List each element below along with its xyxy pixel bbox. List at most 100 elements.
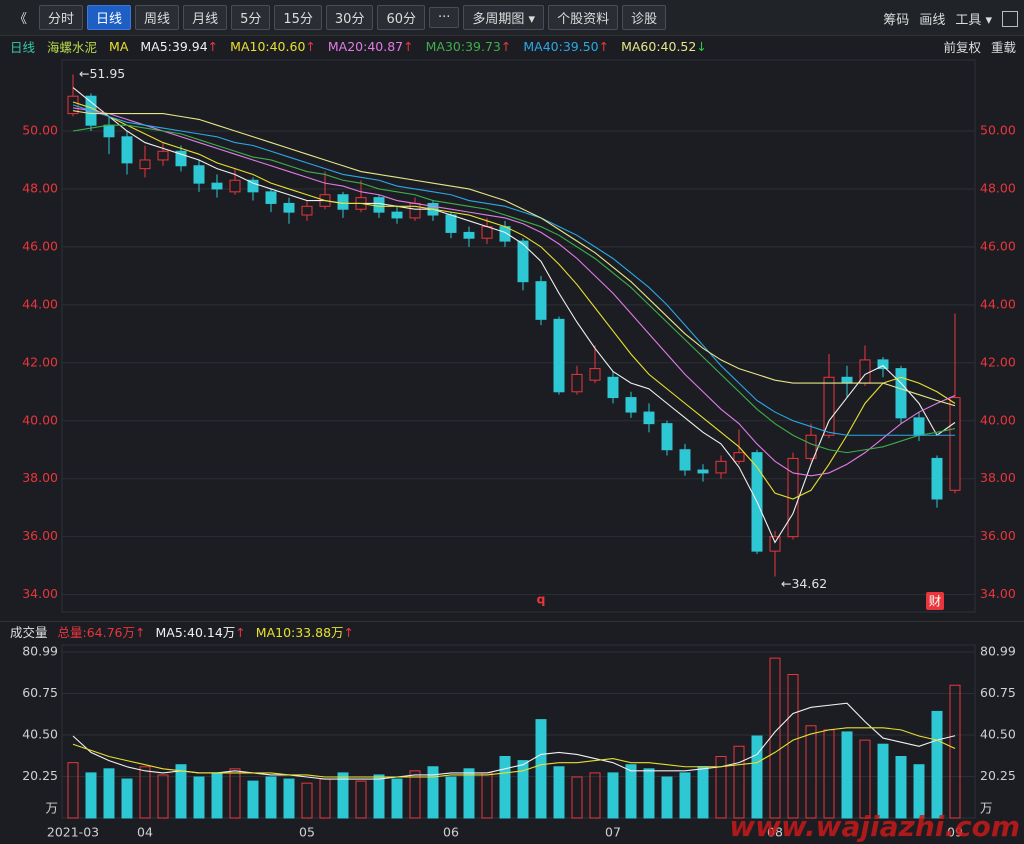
- candle-body: [265, 191, 277, 204]
- y-tick-label-right: 34.00: [980, 586, 1016, 601]
- volume-bar: [283, 778, 295, 819]
- ma-line: [72, 702, 956, 780]
- volume-bar: [553, 766, 565, 819]
- volume-bar: [463, 768, 475, 819]
- volume-bar: [949, 684, 961, 819]
- volume-bar: [301, 782, 313, 819]
- y-tick-label: 40.50: [22, 726, 58, 741]
- candle-body: [193, 165, 205, 184]
- candle-body: [769, 536, 781, 552]
- candle-body: [391, 211, 403, 219]
- y-tick-label: 80.99: [22, 643, 58, 658]
- candle-body: [535, 281, 547, 320]
- option-button[interactable]: 重载: [990, 39, 1016, 55]
- close-icon[interactable]: [1002, 10, 1018, 27]
- period-button[interactable]: 诊股: [622, 5, 667, 30]
- period-button[interactable]: 日线: [87, 5, 132, 30]
- period-button[interactable]: 15分: [274, 5, 322, 30]
- volume-bar: [931, 710, 943, 819]
- legend-text: MA40:39.50: [523, 38, 599, 54]
- volume-bar: [103, 768, 115, 819]
- legend-trend: ↓: [696, 38, 707, 54]
- candle-body: [661, 423, 673, 451]
- volume-bar: [589, 772, 601, 819]
- candle-body: [697, 469, 709, 474]
- legend-text: MA5:39.94: [140, 38, 208, 54]
- period-button[interactable]: 多周期图 ▾: [463, 5, 545, 30]
- x-tick-label: 09: [947, 825, 963, 840]
- volume-bar: [481, 772, 493, 819]
- y-tick-label-right: 50.00: [980, 122, 1016, 137]
- period-button[interactable]: 个股资料: [548, 5, 619, 30]
- period-button[interactable]: 30分: [325, 5, 374, 30]
- volume-bar: [67, 762, 79, 819]
- volume-bar: [841, 731, 853, 819]
- ma-line: [72, 104, 955, 436]
- candle-body: [841, 376, 853, 384]
- volume-bar: [661, 776, 673, 819]
- legend-text: MA30:39.73: [425, 38, 501, 54]
- tool-button[interactable]: 筹码: [883, 13, 910, 28]
- legend-trend: ↑: [207, 38, 219, 54]
- candle-body: [409, 202, 421, 219]
- volume-bar: [769, 657, 781, 819]
- y-tick-label-right: 48.00: [980, 180, 1016, 195]
- candle-body: [229, 179, 241, 193]
- y-tick-label-right: 60.75: [980, 685, 1016, 700]
- y-tick-label-right: 20.25: [980, 768, 1016, 783]
- period-button[interactable]: 60分: [377, 5, 425, 30]
- x-tick-label: 06: [443, 825, 459, 840]
- y-tick-label-right: 80.99: [980, 643, 1016, 658]
- candle-body: [121, 136, 133, 164]
- tool-button[interactable]: 工具 ▾: [955, 13, 992, 28]
- candle-body: [175, 150, 187, 167]
- legend-entry: MA60:40.52↓: [621, 39, 707, 54]
- toolbar-right: 筹码 画线 工具 ▾: [883, 9, 1018, 28]
- x-tick-label: 2021-03: [47, 825, 99, 840]
- volume-bar: [625, 764, 637, 819]
- x-tick-label: 04: [137, 825, 153, 840]
- unit-label: 万: [45, 801, 58, 816]
- ma-line: [72, 124, 956, 454]
- candle-body: [103, 124, 115, 138]
- volume-bar: [337, 772, 349, 819]
- volume-bar: [139, 766, 151, 819]
- volume-bar: [445, 776, 457, 819]
- candle-body: [913, 417, 925, 436]
- period-button[interactable]: ···: [429, 7, 460, 28]
- volume-bar: [805, 725, 817, 819]
- volume-total: 总量:64.76万↑: [58, 622, 146, 641]
- info-bar-right: 前复权 重载: [943, 36, 1016, 56]
- period-button[interactable]: 分时: [39, 5, 84, 30]
- period-button[interactable]: 5分: [231, 5, 271, 30]
- candle-body: [553, 318, 565, 393]
- y-tick-label: 48.00: [22, 180, 58, 195]
- option-button[interactable]: 前复权: [943, 39, 981, 55]
- candle-body: [625, 397, 637, 413]
- toolbar: 《 分时 日线 周线 月线 5分 15分 30分 60分 ··· 多周期图 ▾ 个股资料 诊股: [0, 0, 1024, 36]
- y-tick-label: 50.00: [22, 122, 58, 137]
- marker-cai: 财: [929, 594, 942, 609]
- candle-body: [139, 159, 151, 170]
- legend-entry: MA5:39.94↑: [140, 39, 218, 54]
- back-button[interactable]: 《: [14, 12, 28, 27]
- volume-bar: [751, 735, 763, 819]
- period-button[interactable]: 周线: [135, 5, 180, 30]
- volume-bar: [391, 778, 403, 819]
- y-tick-label-right: 38.00: [980, 470, 1016, 485]
- tool-button[interactable]: 画线: [919, 13, 946, 28]
- candle-body: [607, 376, 619, 399]
- volume-bar: [211, 772, 223, 819]
- period-button[interactable]: 月线: [183, 5, 228, 30]
- volume-bar: [733, 745, 745, 819]
- volume-bar: [193, 776, 205, 819]
- legend-text: MA5:40.14万: [155, 625, 236, 640]
- y-tick-label: 34.00: [22, 586, 58, 601]
- y-tick-label: 42.00: [22, 354, 58, 369]
- candle-body: [679, 449, 691, 471]
- volume-bar: [895, 756, 907, 819]
- candle-body: [211, 182, 223, 190]
- candle-body: [157, 150, 169, 161]
- legend-text: MA20:40.87: [327, 38, 404, 54]
